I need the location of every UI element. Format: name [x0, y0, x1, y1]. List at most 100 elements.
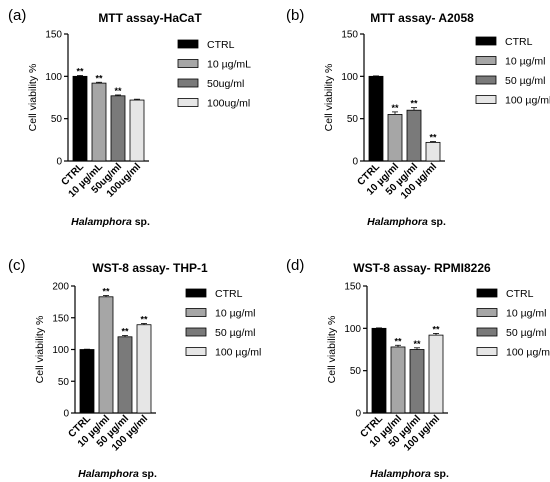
x-axis-label-suffix: sp. — [428, 216, 446, 228]
bar-4 — [136, 324, 152, 414]
panel-label: (d) — [286, 257, 304, 274]
bar-3 — [406, 109, 422, 162]
bar-4 — [428, 334, 444, 414]
legend-swatch — [475, 95, 497, 104]
y-tick-label: 50 — [347, 114, 359, 125]
bar-3 — [110, 95, 126, 162]
chart-panel-4: (d) WST-8 assay- RPMI8226 0 50 100 150 Cell vi… — [286, 257, 550, 480]
x-axis-label: Halamphora sp. — [78, 468, 157, 480]
significance-marker: ** — [95, 73, 103, 83]
significance-marker: ** — [410, 99, 418, 109]
x-axis-label-species: Halamphora — [71, 216, 132, 228]
significance-marker: ** — [76, 66, 84, 76]
significance-marker: ** — [413, 339, 421, 349]
panel-label: (c) — [8, 257, 26, 274]
bar-3 — [409, 349, 425, 414]
legend-swatch — [185, 308, 207, 317]
y-axis-label: Cell viability % — [27, 64, 39, 132]
y-tick-label: 150 — [52, 313, 69, 324]
legend-label: 10 µg/ml — [215, 308, 255, 320]
y-tick-label: 100 — [45, 72, 62, 83]
bar-1 — [371, 327, 387, 414]
legend-label: CTRL — [215, 288, 243, 300]
x-axis-label-suffix: sp. — [431, 468, 449, 480]
y-tick-label: 50 — [51, 114, 63, 125]
legend-swatch — [185, 288, 207, 298]
y-tick-label: 0 — [355, 409, 361, 420]
legend-label: 50 µg/ml — [215, 327, 255, 339]
legend-label: 100 µg/ml — [505, 95, 550, 107]
significance-marker: ** — [121, 327, 129, 337]
legend-swatch — [476, 288, 498, 298]
x-axis-label-species: Halamphora — [367, 216, 428, 228]
significance-marker: ** — [432, 324, 440, 334]
significance-marker: ** — [391, 103, 399, 113]
legend: CTRL 10 µg/ml 50 µg/ml 100 µg/ml — [476, 288, 550, 359]
y-tick-label: 150 — [341, 30, 358, 41]
chart-title: WST-8 assay- THP-1 — [92, 261, 208, 275]
legend-label: CTRL — [506, 288, 534, 300]
y-axis-label: Cell viability % — [326, 316, 338, 384]
legend-swatch — [177, 78, 199, 88]
y-tick-label: 50 — [58, 377, 70, 388]
bar-4 — [129, 99, 145, 162]
legend-label: CTRL — [207, 39, 235, 51]
x-axis-label: Halamphora sp. — [71, 216, 150, 228]
panel-label: (b) — [286, 7, 304, 24]
y-tick-label: 100 — [52, 345, 69, 356]
bar-2 — [387, 114, 403, 162]
legend-label: 10 µg/ml — [505, 56, 545, 68]
chart-title: MTT assay-HaCaT — [98, 11, 202, 25]
significance-marker: ** — [114, 86, 122, 96]
bar-2 — [98, 296, 114, 414]
significance-marker: ** — [140, 314, 148, 324]
legend-label: 10 µg/ml — [506, 308, 546, 320]
bar-1 — [79, 349, 95, 414]
legend-swatch — [475, 56, 497, 65]
y-tick-label: 0 — [56, 157, 62, 168]
legend-swatch — [476, 327, 498, 337]
x-axis-label-suffix: sp. — [139, 468, 157, 480]
panel-label: (a) — [8, 7, 26, 24]
legend-label: 100ug/ml — [207, 98, 250, 110]
chart-panel-3: (c) WST-8 assay- THP-1 0 50 100 150 200 Cell vi… — [8, 257, 261, 480]
chart-title: MTT assay- A2058 — [370, 11, 474, 25]
x-axis-label-species: Halamphora — [370, 468, 431, 480]
y-tick-label: 150 — [45, 30, 62, 41]
x-axis-label: Halamphora sp. — [370, 468, 449, 480]
legend-label: 10 µg/mL — [207, 59, 251, 71]
chart-title: WST-8 assay- RPMI8226 — [353, 261, 491, 275]
legend: CTRL 10 µg/ml 50 µg/ml 100 µg/ml — [475, 36, 550, 107]
chart-panel-2: (b) MTT assay- A2058 0 50 100 150 Cell viabili… — [286, 7, 550, 228]
bar-2 — [390, 346, 406, 414]
y-tick-label: 100 — [344, 324, 361, 335]
legend-swatch — [177, 98, 199, 107]
legend-label: 50 µg/ml — [505, 75, 545, 87]
legend-swatch — [185, 347, 207, 356]
y-tick-label: 200 — [52, 282, 69, 293]
legend: CTRL 10 µg/ml 50 µg/ml 100 µg/ml — [185, 288, 261, 359]
legend: CTRL 10 µg/mL 50ug/ml 100ug/ml — [177, 39, 251, 110]
legend-swatch — [475, 36, 497, 46]
legend-swatch — [476, 308, 498, 317]
x-axis-label-suffix: sp. — [132, 216, 150, 228]
bar-3 — [117, 336, 133, 414]
legend-swatch — [177, 39, 199, 49]
bar-1 — [368, 75, 384, 162]
legend-label: 100 µg/ml — [215, 347, 261, 359]
legend-swatch — [475, 75, 497, 85]
legend-swatch — [476, 347, 498, 356]
bar-2 — [91, 82, 107, 162]
significance-marker: ** — [102, 287, 110, 297]
x-axis-label-species: Halamphora — [78, 468, 139, 480]
bar-4 — [425, 141, 441, 162]
legend-label: 50ug/ml — [207, 78, 244, 90]
y-axis-label: Cell viability % — [323, 64, 335, 132]
legend-swatch — [177, 59, 199, 68]
y-tick-label: 0 — [63, 409, 69, 420]
y-tick-label: 100 — [341, 72, 358, 83]
x-axis-label: Halamphora sp. — [367, 216, 446, 228]
legend-label: 100 µg/ml — [506, 347, 550, 359]
legend-label: CTRL — [505, 36, 533, 48]
